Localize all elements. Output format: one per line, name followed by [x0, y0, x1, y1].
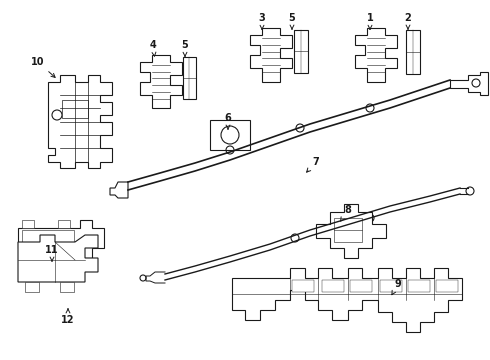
Text: 8: 8 [341, 205, 351, 221]
Bar [183, 57, 196, 99]
Polygon shape [18, 220, 104, 258]
Text: 5: 5 [182, 40, 188, 56]
Polygon shape [48, 75, 112, 168]
Bar [25, 282, 39, 292]
Bar [406, 30, 420, 74]
Bar [22, 220, 34, 228]
Bar [60, 282, 74, 292]
Polygon shape [140, 55, 182, 108]
Polygon shape [355, 28, 397, 82]
Bar [22, 230, 74, 246]
Text: 3: 3 [259, 13, 266, 29]
Text: 1: 1 [367, 13, 373, 29]
Bar [408, 280, 430, 292]
Text: 5: 5 [289, 13, 295, 29]
Bar [62, 100, 88, 118]
Polygon shape [316, 204, 386, 258]
Text: 4: 4 [149, 40, 156, 56]
Text: 10: 10 [31, 57, 55, 77]
Bar [350, 280, 372, 292]
Text: 6: 6 [224, 113, 231, 129]
Bar [58, 220, 70, 228]
Polygon shape [232, 268, 462, 332]
Bar [294, 30, 308, 73]
Text: 2: 2 [405, 13, 412, 29]
Polygon shape [450, 72, 488, 95]
Bar [292, 280, 314, 292]
Text: 7: 7 [307, 157, 319, 172]
Text: 12: 12 [61, 309, 75, 325]
Bar [210, 120, 250, 150]
Polygon shape [250, 28, 292, 82]
Bar [322, 280, 344, 292]
Bar [334, 218, 362, 242]
Text: 9: 9 [392, 279, 401, 295]
Bar [436, 280, 458, 292]
Polygon shape [18, 235, 98, 282]
Bar [380, 280, 402, 292]
Text: 11: 11 [45, 245, 59, 261]
